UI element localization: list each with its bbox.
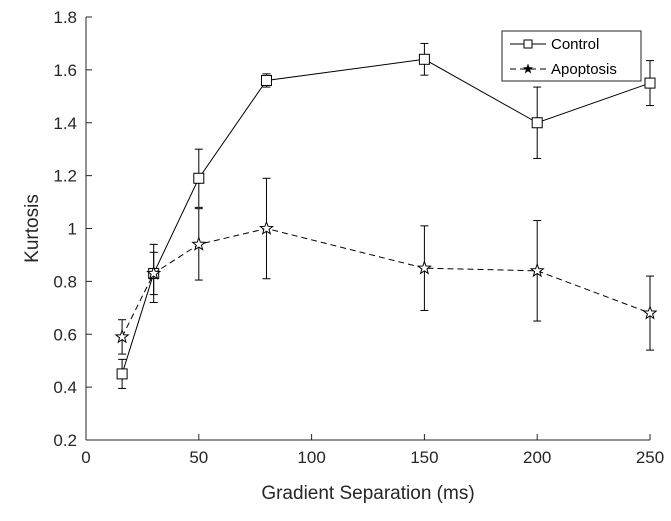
apoptosis-data-point: [642, 305, 658, 320]
y-tick-label: 1.4: [53, 114, 77, 133]
legend-control-square-marker: [523, 39, 533, 49]
y-tick-label: 1.8: [53, 8, 77, 27]
control-data-point: [116, 368, 128, 380]
apoptosis-data-point: [114, 328, 130, 344]
y-tick-label: 0.8: [53, 272, 77, 291]
x-tick-label: 250: [636, 448, 664, 467]
x-tick-label: 50: [189, 448, 208, 467]
legend-apoptosis-label: Apoptosis: [551, 61, 617, 78]
control-data-point: [531, 117, 543, 129]
y-tick-label: 1.2: [53, 167, 77, 186]
y-axis-title: Kurtosis: [22, 194, 43, 263]
apoptosis-data-point: [416, 260, 432, 275]
apoptosis-data-point: [191, 236, 207, 251]
plot-area: 0 50 100 150 200 250 0.2 0.4 0.6 0.8 1 1.2 1.4 1.6 1.8…: [22, 8, 664, 504]
x-tick-label: 150: [410, 448, 438, 467]
y-tick-label: 1: [68, 220, 77, 239]
y-tick-label: 0.4: [53, 378, 77, 397]
legend-control-label: Control: [551, 36, 599, 53]
legend-item-control: Control: [510, 36, 599, 53]
x-tick-label: 200: [523, 448, 551, 467]
control-data-point: [418, 53, 430, 65]
apoptosis-data-point: [258, 220, 275, 235]
control-data-point: [644, 77, 656, 89]
control-data-point: [193, 172, 205, 184]
legend: Control Apoptosis: [501, 30, 642, 82]
y-tick-label: 0.6: [53, 325, 77, 344]
x-tick-label: 0: [81, 448, 90, 467]
apoptosis-data-point: [529, 262, 545, 278]
x-tick-label: 100: [297, 448, 325, 467]
y-tick-label: 0.2: [53, 431, 77, 450]
legend-box: [501, 30, 642, 82]
y-tick-label: 1.6: [53, 61, 77, 80]
apoptosis-data-point: [146, 265, 162, 280]
legend-apoptosis-star-marker: [522, 63, 534, 74]
control-data-point: [260, 74, 272, 86]
legend-item-apoptosis: Apoptosis: [510, 61, 617, 78]
x-axis-title: Gradient Separation (ms): [261, 483, 474, 504]
